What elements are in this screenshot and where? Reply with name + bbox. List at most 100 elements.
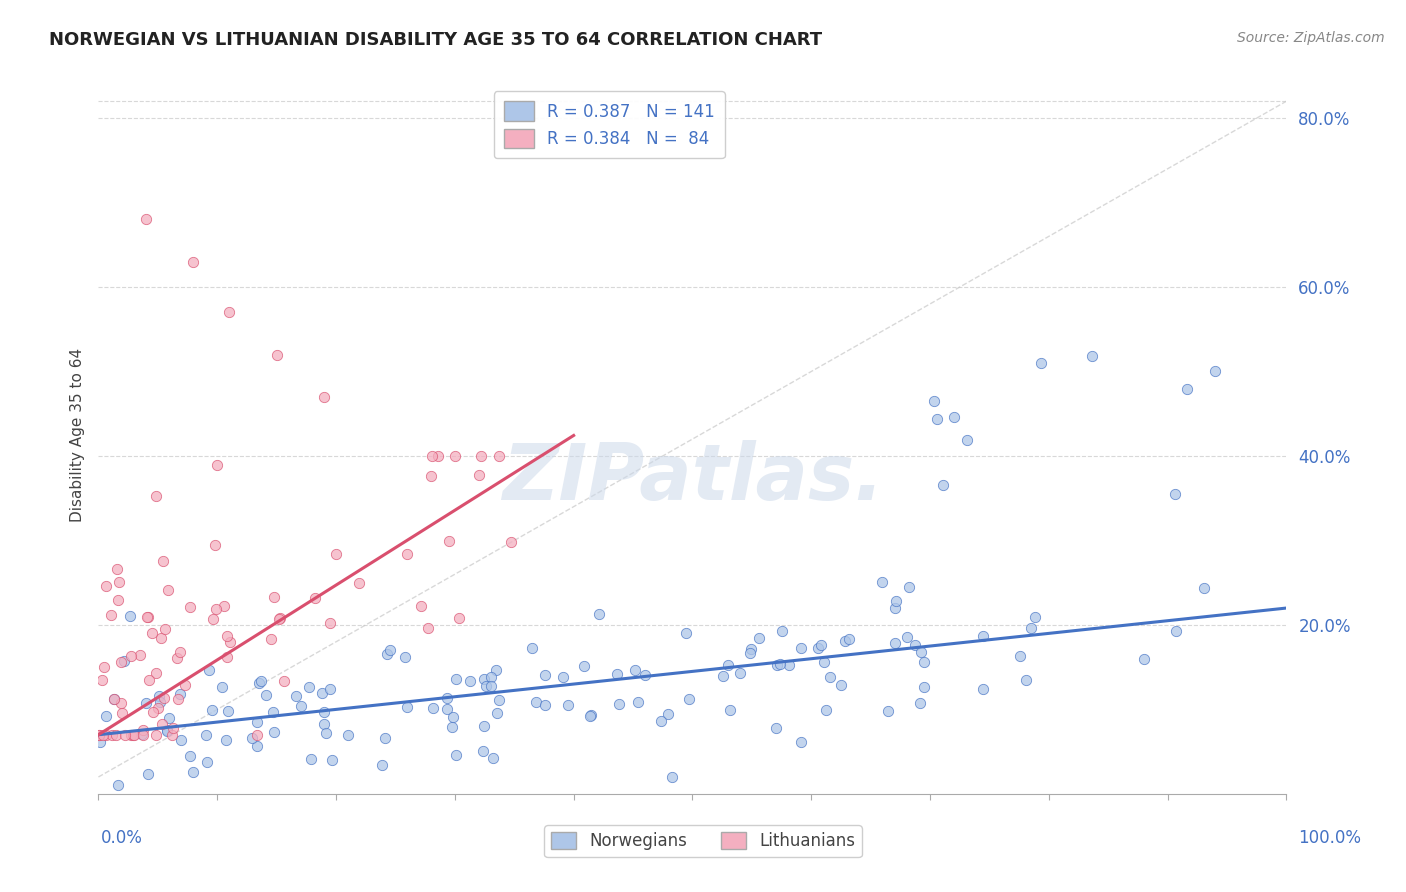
Point <box>444 748 467 763</box>
Point <box>312 706 335 720</box>
Point <box>740 642 762 657</box>
Point <box>377 647 399 661</box>
Point <box>661 770 683 784</box>
Point <box>107 779 129 793</box>
Point <box>1014 673 1036 687</box>
Point <box>482 751 505 765</box>
Point <box>179 749 201 764</box>
Point <box>475 679 498 693</box>
Point <box>790 734 813 748</box>
Point <box>204 602 226 616</box>
Point <box>132 728 155 742</box>
Point <box>883 601 905 615</box>
Point <box>145 665 167 680</box>
Point <box>93 660 115 674</box>
Point <box>488 449 510 463</box>
Point <box>912 680 935 694</box>
Point <box>572 659 595 673</box>
Point <box>910 696 932 710</box>
Point <box>202 612 225 626</box>
Point <box>449 611 471 625</box>
Point <box>121 728 143 742</box>
Point <box>720 703 742 717</box>
Point <box>1019 621 1042 635</box>
Point <box>145 489 167 503</box>
Point <box>717 657 740 672</box>
Point <box>311 685 333 699</box>
Point <box>650 714 672 728</box>
Point <box>458 673 481 688</box>
Point <box>153 622 176 636</box>
Point <box>807 640 830 655</box>
Point <box>120 728 142 742</box>
Point <box>420 469 443 483</box>
Point <box>153 690 176 705</box>
Point <box>149 695 172 709</box>
Point <box>427 449 450 463</box>
Point <box>96 579 118 593</box>
Point <box>290 699 312 714</box>
Point <box>740 646 762 660</box>
Point <box>765 657 787 672</box>
Point <box>815 703 838 717</box>
Point <box>100 608 122 623</box>
Point <box>218 305 240 319</box>
Point <box>411 599 433 613</box>
Point <box>790 640 813 655</box>
Point <box>267 612 290 626</box>
Point <box>215 650 238 665</box>
Point <box>110 655 132 669</box>
Point <box>910 645 932 659</box>
Point <box>162 721 184 735</box>
Point <box>145 728 167 742</box>
Point <box>156 583 179 598</box>
Point <box>444 672 467 686</box>
Point <box>299 752 322 766</box>
Point <box>198 663 221 677</box>
Point <box>297 680 319 694</box>
Point <box>201 704 224 718</box>
Point <box>579 708 602 723</box>
Point <box>263 724 285 739</box>
Point <box>711 669 734 683</box>
Point <box>148 689 170 703</box>
Point <box>436 691 458 706</box>
Point <box>150 717 173 731</box>
Point <box>304 591 326 606</box>
Point <box>678 692 700 706</box>
Point <box>129 648 152 662</box>
Point <box>94 728 117 742</box>
Point <box>218 634 240 648</box>
Legend: R = 0.387   N = 141, R = 0.384   N =  84: R = 0.387 N = 141, R = 0.384 N = 84 <box>494 91 725 158</box>
Point <box>1031 356 1053 370</box>
Point <box>557 698 579 713</box>
Point <box>657 706 679 721</box>
Point <box>120 648 142 663</box>
Point <box>212 599 235 614</box>
Point <box>263 590 285 604</box>
Point <box>533 698 555 713</box>
Point <box>588 607 610 621</box>
Point <box>247 676 270 690</box>
Point <box>1194 581 1216 595</box>
Point <box>319 616 342 631</box>
Point <box>160 728 183 742</box>
Point <box>114 728 136 742</box>
Point <box>765 721 787 735</box>
Point <box>108 574 131 589</box>
Point <box>138 673 160 688</box>
Point <box>169 687 191 701</box>
Point <box>103 692 125 706</box>
Point <box>870 574 893 589</box>
Point <box>89 735 111 749</box>
Point <box>813 655 835 669</box>
Point <box>136 766 159 780</box>
Point <box>479 670 502 684</box>
Point <box>896 630 918 644</box>
Point <box>479 680 502 694</box>
Point <box>884 593 907 607</box>
Point <box>834 634 856 648</box>
Point <box>246 714 269 729</box>
Point <box>194 728 217 742</box>
Point <box>205 458 228 473</box>
